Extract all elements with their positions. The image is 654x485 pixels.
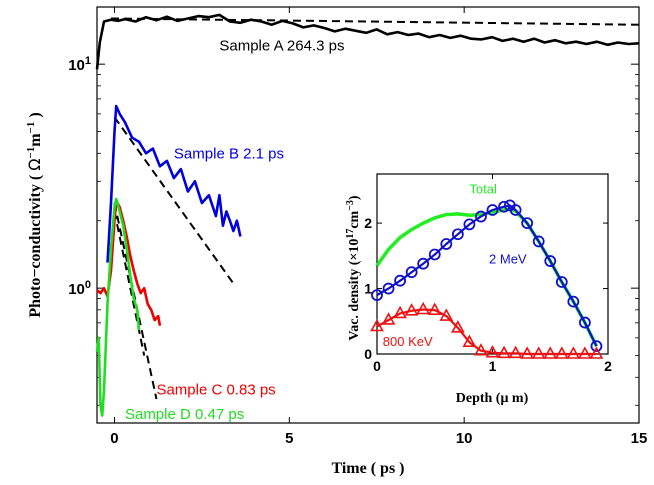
annotation-sample-c: Sample C 0.83 ps bbox=[156, 382, 275, 399]
inset-marker-800-kev-8 bbox=[462, 334, 477, 348]
inset-label-total: Total bbox=[469, 182, 497, 197]
inset-marker-800-kev-5 bbox=[427, 302, 442, 315]
inset-marker-800-kev-14 bbox=[531, 346, 546, 359]
inset-marker-2-mev-11 bbox=[498, 200, 510, 213]
inset-chart: 0 1 2 0 1 2 Total 2 MeV 800 KeV Depth (μ m) Vac… bbox=[343, 173, 630, 406]
inset-series-group bbox=[370, 199, 604, 359]
inset-marker-2-mev-14 bbox=[521, 217, 534, 229]
inset-marker-2-mev-4 bbox=[417, 257, 430, 270]
inset-x-tick-label-2: 2 bbox=[604, 358, 612, 374]
series-line-sample-b bbox=[106, 104, 242, 263]
inset-marker-2-mev-17 bbox=[555, 276, 568, 288]
inset-marker-2-mev-0 bbox=[371, 289, 383, 301]
inset-marker-2-mev-15 bbox=[532, 235, 545, 248]
inset-marker-800-kev-0 bbox=[370, 318, 384, 332]
inset-marker-800-kev-19 bbox=[589, 346, 604, 359]
series-line-sample-a bbox=[95, 13, 640, 70]
inset-y-tick-label-2: 2 bbox=[364, 215, 372, 231]
annotation-sample-d: Sample D 0.47 ps bbox=[125, 406, 244, 423]
inset-marker-2-mev-18 bbox=[567, 295, 580, 308]
series-line-sample-d bbox=[95, 197, 141, 417]
annotation-sample-b: Sample B 2.1 ps bbox=[174, 145, 284, 162]
inset-marker-2-mev-3 bbox=[405, 266, 418, 279]
inset-y-tick-label-0: 0 bbox=[364, 346, 372, 362]
inset-marker-2-mev-19 bbox=[579, 316, 591, 329]
inset-marker-800-kev-2 bbox=[393, 305, 407, 319]
inset-marker-2-mev-5 bbox=[428, 248, 441, 261]
inset-line-800-kev bbox=[376, 308, 597, 356]
fit-line-sample-d bbox=[113, 211, 146, 356]
x-tick-label-1: 5 bbox=[285, 430, 293, 447]
inset-marker-800-kev-17 bbox=[566, 346, 581, 359]
inset-marker-2-mev-6 bbox=[440, 238, 453, 250]
inset-marker-2-mev-1 bbox=[382, 282, 395, 295]
inset-marker-2-mev-13 bbox=[509, 204, 522, 216]
x-tick-label-0: 0 bbox=[110, 430, 118, 447]
main-fit-lines bbox=[110, 17, 640, 400]
inset-x-axis-label: Depth (μ m) bbox=[456, 391, 529, 406]
inset-label-800-kev: 800 KeV bbox=[383, 334, 433, 349]
inset-y-axis-label: Vac. density (×1017cm−3) bbox=[345, 195, 363, 341]
main-x-axis-label: Time ( ps ) bbox=[331, 460, 404, 477]
x-tick-label-3: 15 bbox=[631, 430, 648, 447]
inset-x-tick-label-0: 0 bbox=[373, 358, 381, 374]
inset-marker-800-kev-12 bbox=[508, 345, 523, 359]
x-tick-label-2: 10 bbox=[456, 430, 473, 447]
annotation-sample-a: Sample A 264.3 ps bbox=[219, 38, 344, 55]
inset-marker-2-mev-7 bbox=[451, 228, 464, 241]
inset-marker-800-kev-9 bbox=[474, 343, 488, 356]
inset-marker-2-mev-9 bbox=[475, 210, 487, 223]
inset-marker-2-mev-2 bbox=[394, 274, 407, 287]
inset-marker-2-mev-20 bbox=[590, 340, 603, 353]
inset-marker-800-kev-18 bbox=[578, 346, 592, 359]
inset-marker-2-mev-16 bbox=[544, 255, 557, 267]
inset-y-tick-label-1: 1 bbox=[364, 281, 372, 297]
fit-line-sample-a bbox=[110, 17, 640, 26]
inset-x-tick-label-1: 1 bbox=[489, 358, 497, 374]
main-y-axis-label: Photo−conductivity ( Ω−1m−1 ) bbox=[25, 112, 44, 317]
inset-marker-800-kev-13 bbox=[520, 346, 535, 359]
y-tick-label-1: 101 bbox=[68, 55, 91, 74]
inset-marker-800-kev-10 bbox=[485, 345, 500, 358]
main-series-group bbox=[95, 13, 640, 417]
inset-marker-800-kev-11 bbox=[497, 345, 511, 359]
inset-marker-2-mev-10 bbox=[486, 204, 499, 216]
inset-marker-800-kev-1 bbox=[381, 312, 396, 325]
fit-line-sample-b bbox=[113, 116, 235, 284]
inset-plot-frame bbox=[376, 173, 609, 355]
inset-marker-800-kev-16 bbox=[554, 346, 569, 359]
inset-marker-800-kev-6 bbox=[439, 308, 454, 321]
inset-marker-2-mev-8 bbox=[463, 218, 476, 231]
inset-marker-800-kev-4 bbox=[416, 301, 431, 315]
inset-label-2-mev: 2 MeV bbox=[489, 252, 527, 267]
inset-marker-800-kev-7 bbox=[450, 320, 465, 333]
inset-marker-800-kev-3 bbox=[404, 303, 419, 316]
inset-annotations: Total 2 MeV 800 KeV bbox=[383, 182, 527, 350]
y-tick-label-0: 100 bbox=[68, 279, 91, 298]
fit-line-sample-c bbox=[113, 202, 158, 400]
omega-symbol: Ω bbox=[25, 159, 44, 171]
inset-marker-800-kev-15 bbox=[543, 346, 558, 359]
inset-axis-ticks: 0 1 2 0 1 2 bbox=[364, 174, 612, 374]
main-annotations: Sample A 264.3 ps Sample B 2.1 ps Sample C… bbox=[125, 38, 345, 424]
